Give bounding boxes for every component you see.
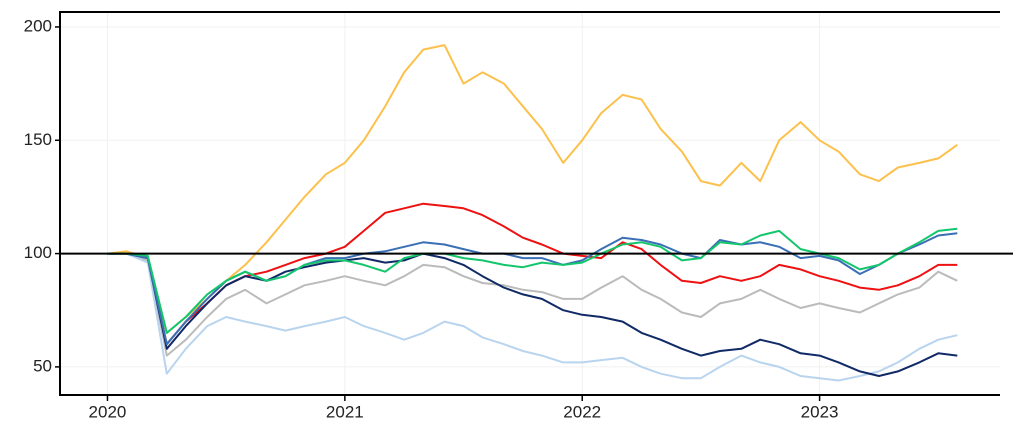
x-tick-label: 2022 [563,402,601,421]
series-line [107,202,958,346]
series-line [107,44,958,334]
axis-frame [59,11,1000,396]
x-tick-label: 2020 [89,402,127,421]
y-tick-label: 150 [24,130,52,149]
x-tick-label: 2021 [326,402,364,421]
y-tick-label: 50 [33,356,52,375]
y-tick-label: 100 [24,243,52,262]
series-line [107,252,958,357]
y-tick-label: 200 [24,16,52,35]
series-line [107,252,958,382]
x-tick-label: 2023 [801,402,839,421]
series-line [107,252,958,377]
series-line [107,232,958,346]
